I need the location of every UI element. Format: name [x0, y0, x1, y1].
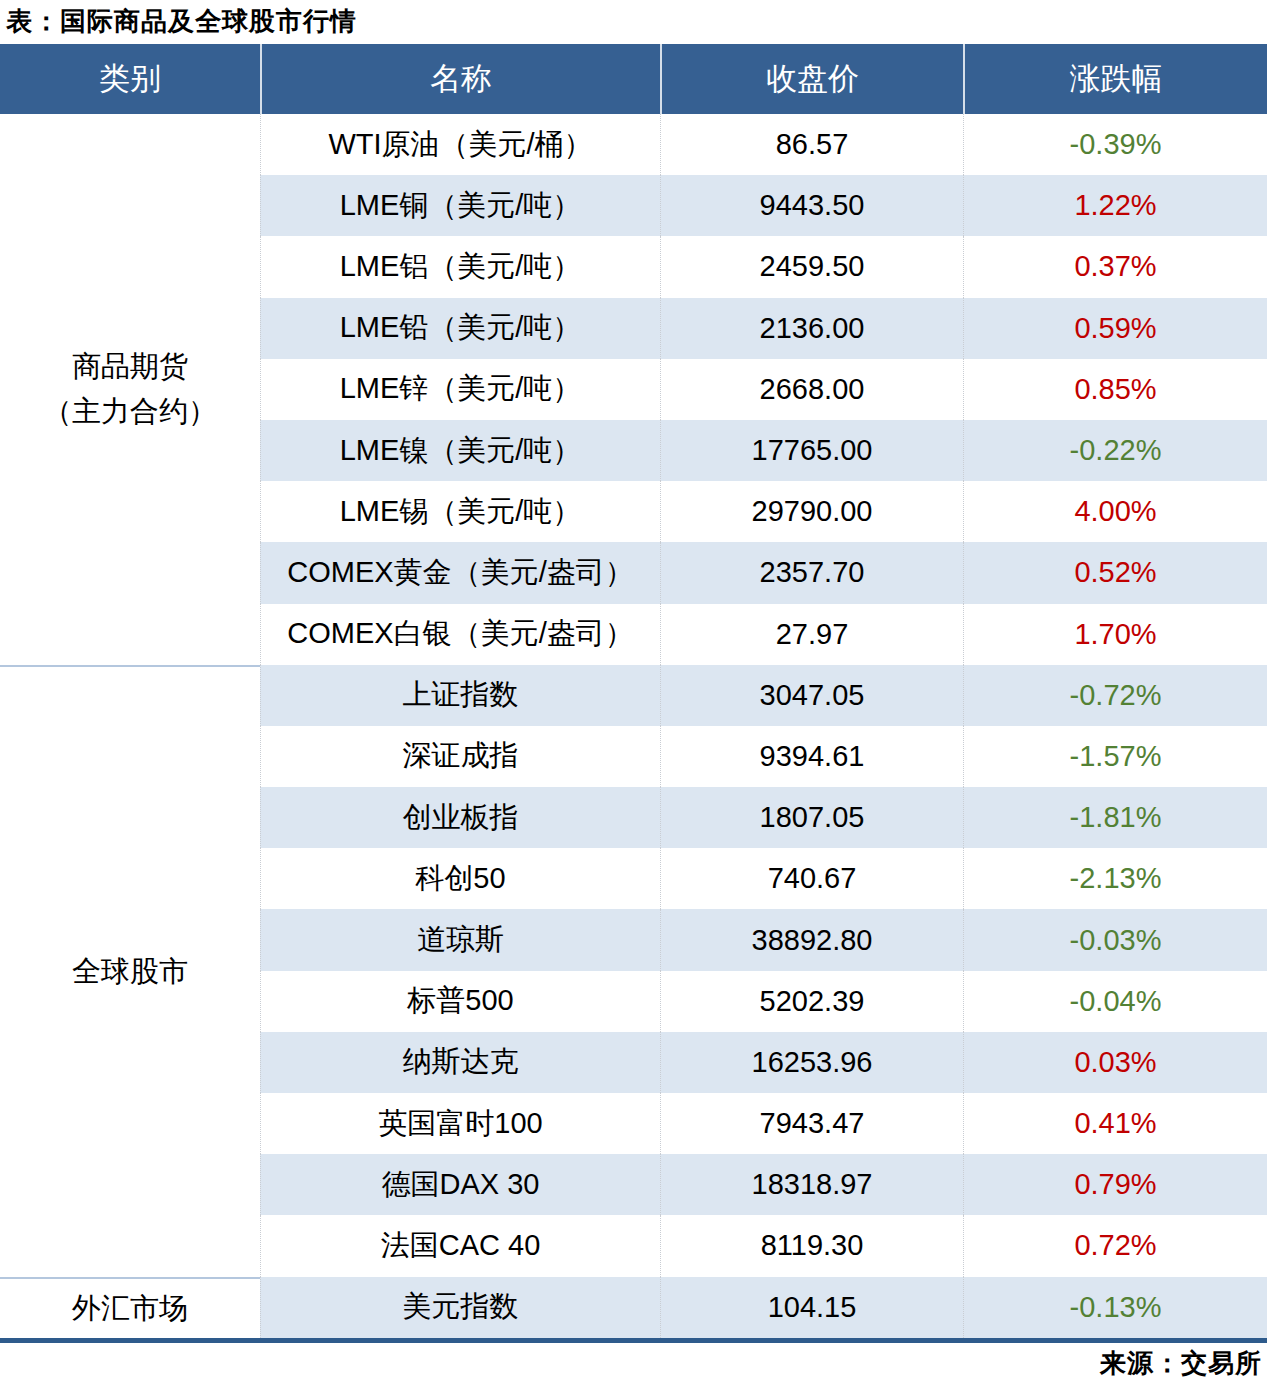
close-price-cell: 104.15	[660, 1277, 963, 1338]
close-price-cell: 2459.50	[660, 236, 963, 297]
name-cell: LME铅（美元/吨）	[260, 298, 660, 359]
name-cell: 法国CAC 40	[260, 1215, 660, 1276]
change-percent-cell: -0.04%	[963, 971, 1267, 1032]
change-percent-cell: 0.52%	[963, 542, 1267, 603]
name-cell: 深证成指	[260, 726, 660, 787]
name-cell: 科创50	[260, 848, 660, 909]
name-cell: 美元指数	[260, 1277, 660, 1338]
close-price-cell: 2136.00	[660, 298, 963, 359]
change-percent-cell: -0.22%	[963, 420, 1267, 481]
close-price-cell: 8119.30	[660, 1215, 963, 1276]
change-percent-cell: 1.22%	[963, 175, 1267, 236]
close-price-cell: 7943.47	[660, 1093, 963, 1154]
name-cell: 德国DAX 30	[260, 1154, 660, 1215]
change-percent-cell: -0.72%	[963, 665, 1267, 726]
change-percent-cell: -1.81%	[963, 787, 1267, 848]
change-percent-cell: 0.72%	[963, 1215, 1267, 1276]
name-cell: LME锡（美元/吨）	[260, 481, 660, 542]
name-cell: 创业板指	[260, 787, 660, 848]
name-cell: 英国富时100	[260, 1093, 660, 1154]
change-percent-cell: 0.41%	[963, 1093, 1267, 1154]
column-header-close: 收盘价	[660, 44, 963, 114]
name-cell: WTI原油（美元/桶）	[260, 114, 660, 175]
close-price-cell: 5202.39	[660, 971, 963, 1032]
column-header-name: 名称	[260, 44, 660, 114]
change-percent-cell: 0.59%	[963, 298, 1267, 359]
name-cell: 道琼斯	[260, 909, 660, 970]
change-percent-cell: 0.85%	[963, 359, 1267, 420]
name-cell: LME铝（美元/吨）	[260, 236, 660, 297]
close-price-cell: 3047.05	[660, 665, 963, 726]
name-cell: COMEX黄金（美元/盎司）	[260, 542, 660, 603]
name-cell: 上证指数	[260, 665, 660, 726]
change-percent-cell: -0.03%	[963, 909, 1267, 970]
change-percent-cell: -0.13%	[963, 1277, 1267, 1338]
change-percent-cell: 0.37%	[963, 236, 1267, 297]
name-cell: 标普500	[260, 971, 660, 1032]
close-price-cell: 9394.61	[660, 726, 963, 787]
source-note: 来源：交易所	[1100, 1346, 1262, 1381]
column-header-change: 涨跌幅	[963, 44, 1267, 114]
close-price-cell: 740.67	[660, 848, 963, 909]
change-percent-cell: -0.39%	[963, 114, 1267, 175]
close-price-cell: 16253.96	[660, 1032, 963, 1093]
change-percent-cell: 4.00%	[963, 481, 1267, 542]
category-cell-forex-market: 外汇市场	[0, 1277, 260, 1338]
close-price-cell: 2668.00	[660, 359, 963, 420]
close-price-cell: 2357.70	[660, 542, 963, 603]
change-percent-cell: 0.79%	[963, 1154, 1267, 1215]
name-cell: 纳斯达克	[260, 1032, 660, 1093]
close-price-cell: 29790.00	[660, 481, 963, 542]
change-percent-cell: 0.03%	[963, 1032, 1267, 1093]
column-header-category: 类别	[0, 44, 260, 114]
close-price-cell: 18318.97	[660, 1154, 963, 1215]
table-title: 表：国际商品及全球股市行情	[6, 4, 357, 39]
close-price-cell: 17765.00	[660, 420, 963, 481]
category-cell-commodity-futures: 商品期货 （主力合约）	[0, 114, 260, 665]
close-price-cell: 9443.50	[660, 175, 963, 236]
category-cell-global-stocks: 全球股市	[0, 665, 260, 1277]
change-percent-cell: 1.70%	[963, 604, 1267, 665]
change-percent-cell: -1.57%	[963, 726, 1267, 787]
close-price-cell: 27.97	[660, 604, 963, 665]
name-cell: COMEX白银（美元/盎司）	[260, 604, 660, 665]
close-price-cell: 38892.80	[660, 909, 963, 970]
name-cell: LME铜（美元/吨）	[260, 175, 660, 236]
name-cell: LME镍（美元/吨）	[260, 420, 660, 481]
name-cell: LME锌（美元/吨）	[260, 359, 660, 420]
change-percent-cell: -2.13%	[963, 848, 1267, 909]
close-price-cell: 86.57	[660, 114, 963, 175]
market-table: 类别名称收盘价涨跌幅商品期货 （主力合约）WTI原油（美元/桶）86.57-0.…	[0, 44, 1267, 1343]
close-price-cell: 1807.05	[660, 787, 963, 848]
